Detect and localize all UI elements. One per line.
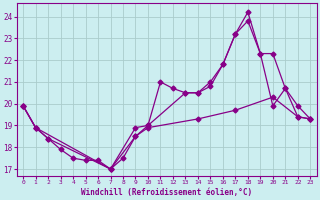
X-axis label: Windchill (Refroidissement éolien,°C): Windchill (Refroidissement éolien,°C) [81, 188, 252, 197]
